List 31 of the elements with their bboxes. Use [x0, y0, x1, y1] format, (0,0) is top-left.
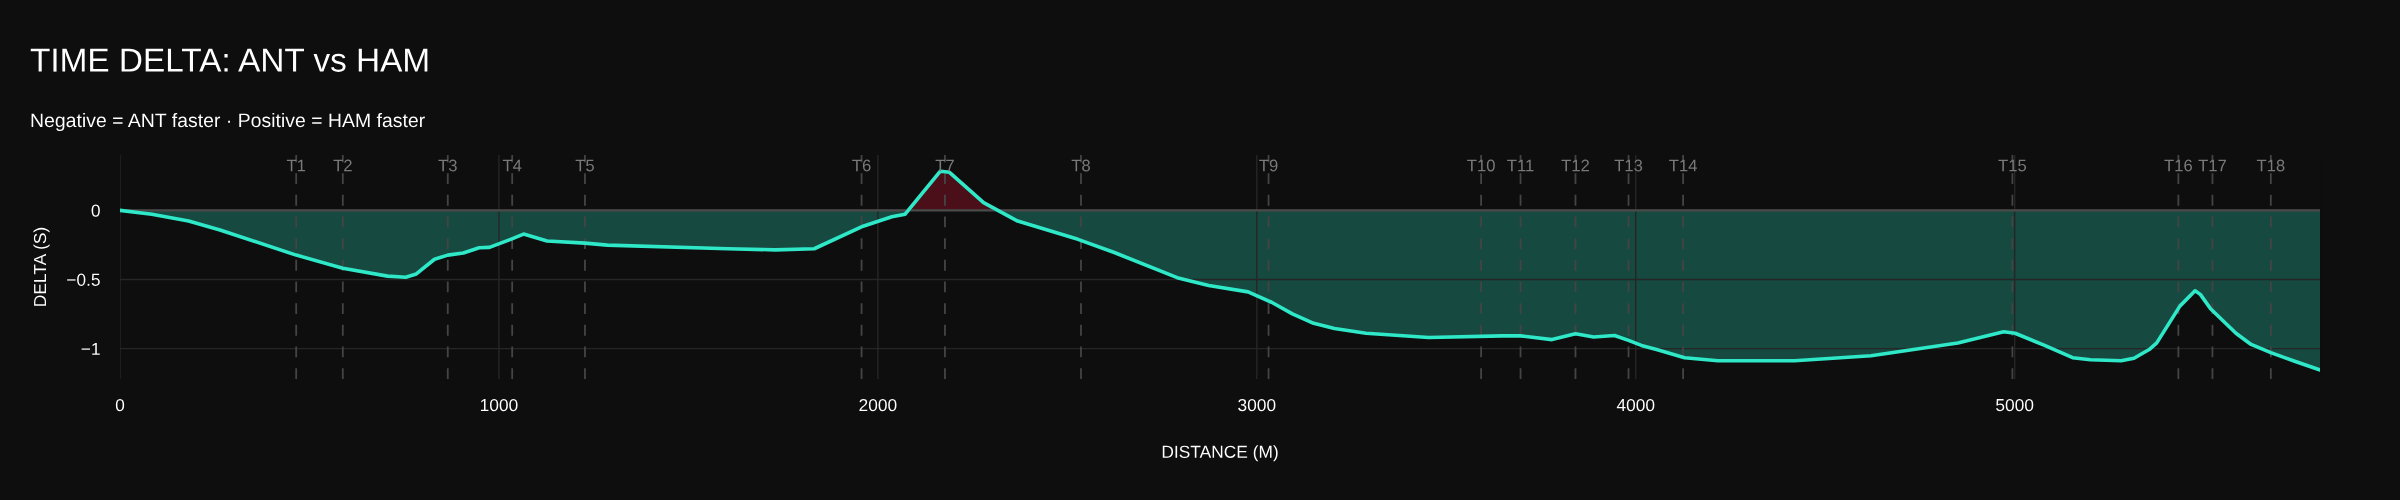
- chart-title: TIME DELTA: ANT vs HAM: [30, 48, 428, 72]
- ref-line-label: T15: [1998, 159, 2027, 172]
- x-tick-label: 4000: [1616, 398, 1655, 412]
- ref-line-label: T8: [1071, 159, 1090, 172]
- x-tick-label: 3000: [1238, 398, 1276, 412]
- ref-line-label: T18: [2256, 159, 2285, 172]
- ref-line-label: T10: [1467, 159, 1495, 172]
- ref-line-label: T9: [1259, 159, 1278, 172]
- y-axis-title: DELTA (S): [33, 227, 50, 306]
- ref-line-label: T7: [935, 159, 954, 172]
- ref-line-label: T3: [438, 159, 457, 172]
- x-tick-label: 5000: [1996, 398, 2034, 412]
- ref-line-label: T14: [1669, 159, 1697, 172]
- ref-line-label: T17: [2198, 159, 2226, 172]
- x-tick-label: 2000: [859, 398, 897, 412]
- y-tick-label: −0.5: [67, 273, 100, 286]
- ref-line-label: T6: [852, 159, 871, 172]
- y-tick-label: −1: [81, 342, 100, 355]
- ref-line-label: T12: [1561, 159, 1589, 172]
- x-tick-label: 1000: [480, 398, 518, 412]
- ref-line-label: T2: [333, 159, 352, 172]
- ref-line-label: T5: [575, 159, 594, 172]
- y-tick-label: 0: [91, 204, 100, 217]
- ref-line-label: T13: [1614, 159, 1643, 172]
- x-axis-title: DISTANCE (M): [1162, 445, 1278, 462]
- ref-line-label: T4: [502, 159, 522, 172]
- ref-line-label: T11: [1507, 159, 1534, 172]
- chart-subtitle: Negative = ANT faster · Positive = HAM faster: [31, 112, 425, 132]
- x-tick-label: 0: [115, 398, 125, 412]
- ref-line-label: T1: [286, 159, 306, 172]
- ref-line-label: T16: [2164, 159, 2192, 172]
